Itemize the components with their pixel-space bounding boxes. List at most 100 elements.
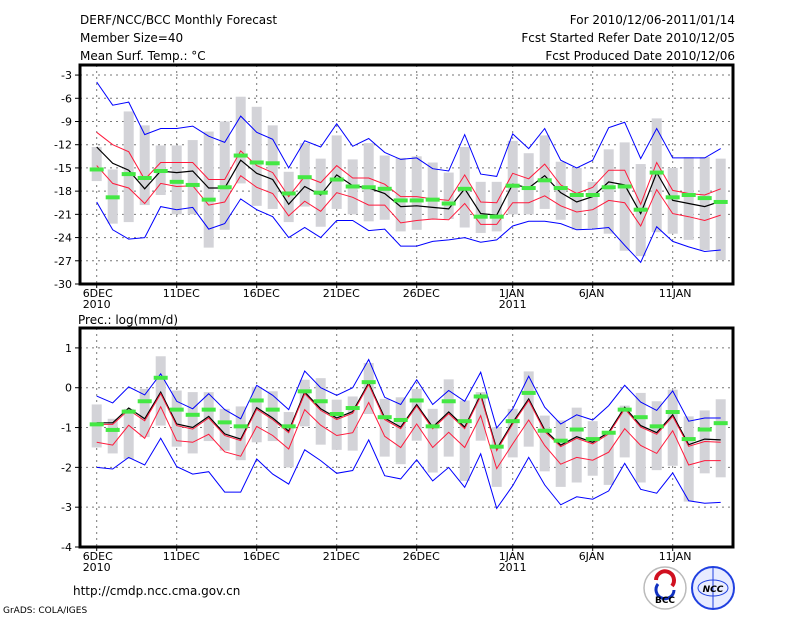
y-tick-label: -27 bbox=[54, 255, 72, 268]
x-tick-year-label: 2011 bbox=[499, 561, 527, 574]
observed-marker bbox=[265, 407, 280, 412]
x-tick-label: 6DEC bbox=[83, 550, 113, 563]
observed-marker bbox=[345, 406, 360, 411]
x-tick-year-label: 2010 bbox=[83, 298, 111, 311]
observed-marker bbox=[633, 415, 648, 420]
ensemble-range-bar bbox=[139, 125, 150, 206]
observed-marker bbox=[281, 424, 296, 429]
observed-marker bbox=[617, 407, 632, 412]
ensemble-range-bar bbox=[427, 408, 438, 473]
ensemble-range-bar bbox=[683, 157, 694, 240]
website-link[interactable]: http://cmdp.ncc.cma.gov.cn bbox=[73, 584, 240, 598]
ncc-logo-text: NCC bbox=[703, 585, 724, 595]
grads-credit: GrADS: COLA/IGES bbox=[3, 606, 87, 616]
observed-marker bbox=[265, 161, 280, 166]
ensemble-range-bar bbox=[475, 181, 486, 233]
observed-marker bbox=[233, 424, 248, 429]
ensemble-range-bar bbox=[347, 396, 358, 451]
observed-marker bbox=[233, 153, 248, 158]
x-tick-label: 6DEC bbox=[83, 287, 113, 300]
observed-marker bbox=[153, 375, 168, 380]
observed-marker bbox=[697, 427, 712, 432]
observed-marker bbox=[521, 390, 536, 395]
ensemble-range-bar bbox=[155, 356, 166, 426]
upper-spread-line bbox=[96, 131, 721, 206]
observed-marker bbox=[409, 198, 424, 203]
precip-chart-title: Prec.: log(mm/d) bbox=[78, 313, 178, 327]
y-tick-label: 1 bbox=[65, 342, 72, 355]
observed-marker bbox=[393, 198, 408, 203]
ensemble-range-bar bbox=[587, 181, 598, 229]
variable-label: Mean Surf. Temp.: °C bbox=[80, 49, 206, 63]
observed-marker bbox=[457, 419, 472, 424]
x-tick-label: 11DEC bbox=[163, 550, 200, 563]
observed-marker bbox=[409, 398, 424, 403]
ensemble-range-bar bbox=[539, 415, 550, 472]
observed-marker bbox=[105, 427, 120, 432]
ensemble-range-bar bbox=[507, 140, 518, 215]
observed-marker bbox=[697, 196, 712, 201]
ensemble-range-bar bbox=[699, 157, 710, 250]
bcc-logo: BCC bbox=[643, 566, 687, 610]
observed-marker bbox=[553, 186, 568, 191]
ensemble-range-bar bbox=[587, 421, 598, 476]
observed-marker bbox=[537, 428, 552, 433]
observed-marker bbox=[105, 195, 120, 200]
x-tick-label: 11DEC bbox=[163, 287, 200, 300]
observed-marker bbox=[553, 438, 568, 443]
observed-marker bbox=[169, 407, 184, 412]
observed-marker bbox=[441, 201, 456, 206]
observed-marker bbox=[361, 380, 376, 385]
x-tick-label: 21DEC bbox=[323, 287, 360, 300]
x-tick-year-label: 2011 bbox=[499, 298, 527, 311]
x-tick-label: 1JAN bbox=[499, 287, 525, 300]
ensemble-range-bar bbox=[651, 401, 662, 471]
y-tick-label: -18 bbox=[54, 185, 72, 198]
y-tick-label: -3 bbox=[61, 69, 72, 82]
ensemble-range-bar bbox=[219, 408, 230, 451]
ensemble-range-bar bbox=[299, 143, 310, 207]
y-tick-label: -30 bbox=[54, 278, 72, 291]
lower-spread-line bbox=[96, 165, 721, 228]
member-size: Member Size=40 bbox=[80, 31, 183, 45]
y-tick-label: -4 bbox=[61, 541, 72, 554]
observed-marker bbox=[681, 437, 696, 442]
observed-marker bbox=[377, 415, 392, 420]
observed-marker bbox=[121, 409, 136, 414]
observed-marker bbox=[121, 172, 136, 177]
observed-marker bbox=[425, 424, 440, 429]
ensemble-range-bar bbox=[555, 161, 566, 220]
lower-extreme-line bbox=[96, 437, 721, 510]
observed-marker bbox=[137, 399, 152, 404]
observed-marker bbox=[345, 184, 360, 189]
x-tick-label: 16DEC bbox=[243, 550, 280, 563]
observed-marker bbox=[185, 412, 200, 417]
observed-marker bbox=[137, 175, 152, 180]
ensemble-range-bar bbox=[571, 167, 582, 230]
observed-marker bbox=[313, 399, 328, 404]
x-tick-label: 16DEC bbox=[243, 287, 280, 300]
bcc-logo-text: BCC bbox=[655, 596, 675, 606]
ensemble-range-bar bbox=[667, 389, 678, 466]
ensemble-range-bar bbox=[171, 390, 182, 447]
observed-marker bbox=[601, 430, 616, 435]
observed-marker bbox=[665, 410, 680, 415]
ensemble-range-bar bbox=[107, 418, 118, 454]
forecast-start-date: Fcst Started Refer Date 2010/12/05 bbox=[521, 31, 735, 45]
x-tick-label: 26DEC bbox=[403, 550, 440, 563]
ensemble-range-bar bbox=[331, 135, 342, 209]
plot-frame bbox=[78, 63, 735, 286]
observed-marker bbox=[649, 170, 664, 175]
ensemble-range-bar bbox=[267, 391, 278, 442]
observed-marker bbox=[377, 186, 392, 191]
ensemble-range-bar bbox=[187, 140, 198, 215]
ensemble-range-bar bbox=[523, 371, 534, 447]
x-tick-label: 11JAN bbox=[659, 287, 692, 300]
ensemble-range-bar bbox=[603, 432, 614, 485]
observed-marker bbox=[393, 417, 408, 422]
website-url[interactable]: http://cmdp.ncc.cma.gov.cn bbox=[73, 584, 240, 598]
observed-marker bbox=[313, 190, 328, 195]
observed-marker bbox=[425, 197, 440, 202]
ensemble-range-bar bbox=[635, 392, 646, 483]
